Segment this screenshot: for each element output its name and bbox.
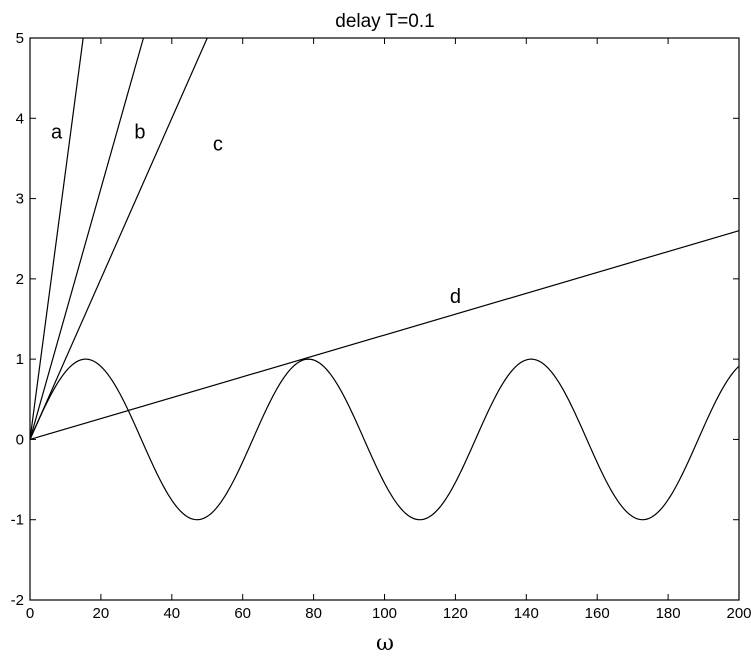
series-label-d: d xyxy=(450,286,461,308)
plot-area: 0 20 40 60 80 100 120 140 160 180 200 -2 -1 0 1 2 3 4 5 a b c… xyxy=(11,30,751,622)
x-tick-label: 200 xyxy=(726,605,751,622)
y-tick-label: 3 xyxy=(16,191,24,208)
x-tick-label: 100 xyxy=(372,605,397,622)
x-tick-label: 140 xyxy=(514,605,539,622)
y-tick-label: 2 xyxy=(16,271,24,288)
sine-curve xyxy=(29,358,740,521)
x-tick-label: 180 xyxy=(656,605,681,622)
chart-title: delay T=0.1 xyxy=(335,11,434,32)
y-tick-label: -1 xyxy=(11,512,24,529)
series-line-d xyxy=(29,230,740,441)
y-tick-label: -2 xyxy=(11,592,24,609)
x-tick-label: 80 xyxy=(305,605,322,622)
y-tick-label: 4 xyxy=(16,110,24,127)
x-axis-label: ω xyxy=(376,631,394,656)
x-tick-label: 160 xyxy=(585,605,610,622)
series-line-b xyxy=(29,37,145,440)
x-tick-label: 40 xyxy=(163,605,180,622)
series-line-c xyxy=(29,37,208,440)
series-line-a xyxy=(29,37,84,440)
x-tick-label: 60 xyxy=(234,605,251,622)
y-tick-label: 1 xyxy=(16,351,24,368)
x-tick-label: 20 xyxy=(93,605,110,622)
x-tick-label: 0 xyxy=(26,605,34,622)
series-label-b: b xyxy=(134,121,145,143)
x-tick-label: 120 xyxy=(443,605,468,622)
series-label-c: c xyxy=(213,133,223,155)
series-label-a: a xyxy=(51,121,63,143)
y-tick-label: 0 xyxy=(16,431,24,448)
y-tick-label: 5 xyxy=(16,30,24,47)
